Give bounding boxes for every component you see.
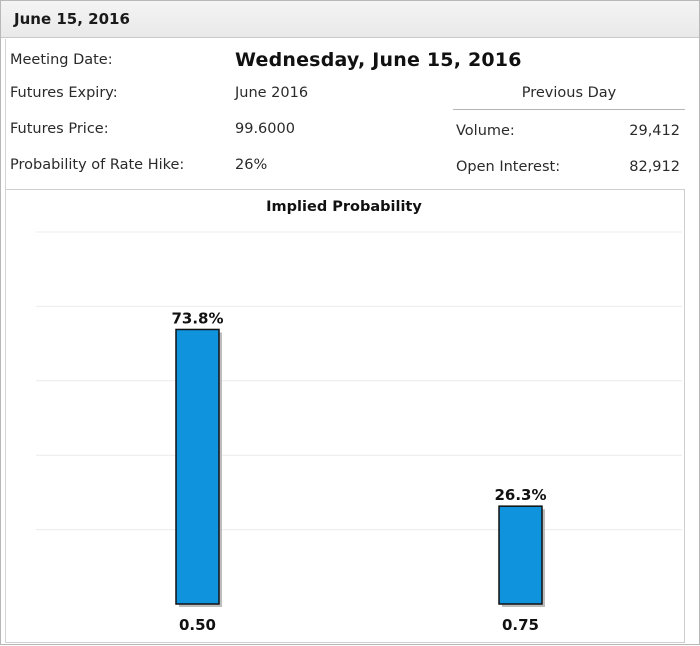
futures-price-value: 99.6000 xyxy=(235,121,295,137)
category-label: 0.75 xyxy=(502,616,539,634)
chart-gridlines xyxy=(36,231,682,531)
volume-label: Volume: xyxy=(456,123,515,139)
prob-hike-label: Probability of Rate Hike: xyxy=(10,157,185,173)
bar-value-label: 26.3% xyxy=(494,486,546,504)
prob-hike-value: 26% xyxy=(235,157,268,173)
implied-probability-chart: Implied Probability 73.8% 0.50 26.3% 0.75 xyxy=(36,199,682,634)
futures-expiry-label: Futures Expiry: xyxy=(10,85,118,101)
open-interest-value: 82,912 xyxy=(629,159,680,175)
bar-value-label: 73.8% xyxy=(171,309,223,327)
previous-day-heading: Previous Day xyxy=(453,85,685,110)
panel-header: June 15, 2016 xyxy=(1,1,699,38)
panel-content: Meeting Date: Wednesday, June 15, 2016 F… xyxy=(5,39,698,643)
open-interest-label: Open Interest: xyxy=(456,159,561,175)
meeting-date-value: Wednesday, June 15, 2016 xyxy=(235,49,522,71)
meeting-date-label: Meeting Date: xyxy=(10,52,113,68)
bar-0.50 xyxy=(175,328,220,605)
chart-container: Implied Probability 73.8% 0.50 26.3% 0.75 xyxy=(6,189,685,643)
futures-expiry-value: June 2016 xyxy=(235,85,309,101)
panel-title: June 15, 2016 xyxy=(14,10,130,28)
chart-bars xyxy=(175,328,545,607)
chart-labels: 73.8% 0.50 26.3% 0.75 xyxy=(171,309,546,634)
chart-title: Implied Probability xyxy=(266,199,422,215)
category-label: 0.50 xyxy=(179,616,216,634)
volume-value: 29,412 xyxy=(629,123,680,139)
bar-0.75 xyxy=(498,505,543,605)
futures-price-label: Futures Price: xyxy=(10,121,109,137)
